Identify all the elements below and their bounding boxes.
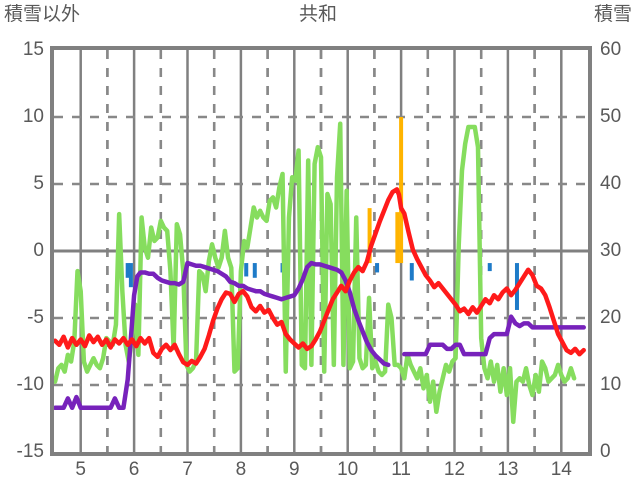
series-purple xyxy=(54,260,391,411)
y-axis-left-tick: 0 xyxy=(33,240,44,261)
series-red xyxy=(54,187,586,368)
y-axis-left-tick: 5 xyxy=(33,173,44,194)
x-axis-tick: 7 xyxy=(182,459,193,480)
orange-bar xyxy=(395,212,400,264)
x-axis-tick: 5 xyxy=(75,459,86,480)
x-axis-tick: 9 xyxy=(289,459,300,480)
x-axis-tick: 14 xyxy=(550,459,572,480)
left-axis-title: 積雪以外 xyxy=(4,4,81,25)
x-axis-tick: 10 xyxy=(337,459,359,480)
blue-bar xyxy=(487,263,492,272)
y-axis-left-tick: -10 xyxy=(16,374,44,395)
y-axis-right-tick: 60 xyxy=(600,39,622,60)
y-axis-right-tick: 20 xyxy=(600,307,622,328)
y-axis-left-tick: 15 xyxy=(22,39,44,60)
x-axis-tick: 13 xyxy=(497,459,519,480)
y-axis-right-tick: 40 xyxy=(600,173,622,194)
blue-bar xyxy=(409,263,414,281)
line-series xyxy=(54,121,586,425)
x-axis-tick: 11 xyxy=(391,459,411,480)
blue-bar xyxy=(375,263,380,273)
plot-area xyxy=(50,46,592,456)
x-axis-tick: 8 xyxy=(235,459,247,480)
blue-bar xyxy=(244,263,249,277)
y-axis-left-tick: -15 xyxy=(16,441,44,462)
y-axis-left-tick: 10 xyxy=(22,106,44,127)
chart-canvas xyxy=(54,50,588,452)
y-axis-right-tick: 10 xyxy=(600,374,622,395)
page-title: 共和 xyxy=(298,4,337,25)
y-axis-left-tick: -5 xyxy=(27,307,44,328)
y-axis-right-tick: 0 xyxy=(600,441,611,462)
series-green xyxy=(54,121,577,425)
blue-bar xyxy=(128,263,133,288)
x-axis-tick: 6 xyxy=(128,459,140,480)
y-axis-right-tick: 30 xyxy=(600,240,622,261)
blue-bar xyxy=(252,263,257,278)
x-axis-tick: 12 xyxy=(443,459,466,480)
blue-bar xyxy=(125,263,130,278)
right-axis-title: 積雪 xyxy=(593,4,632,25)
orange-bar xyxy=(399,117,404,264)
y-axis-right-tick: 50 xyxy=(600,106,622,127)
plot-inner xyxy=(54,50,588,452)
orange-bar xyxy=(367,208,372,264)
